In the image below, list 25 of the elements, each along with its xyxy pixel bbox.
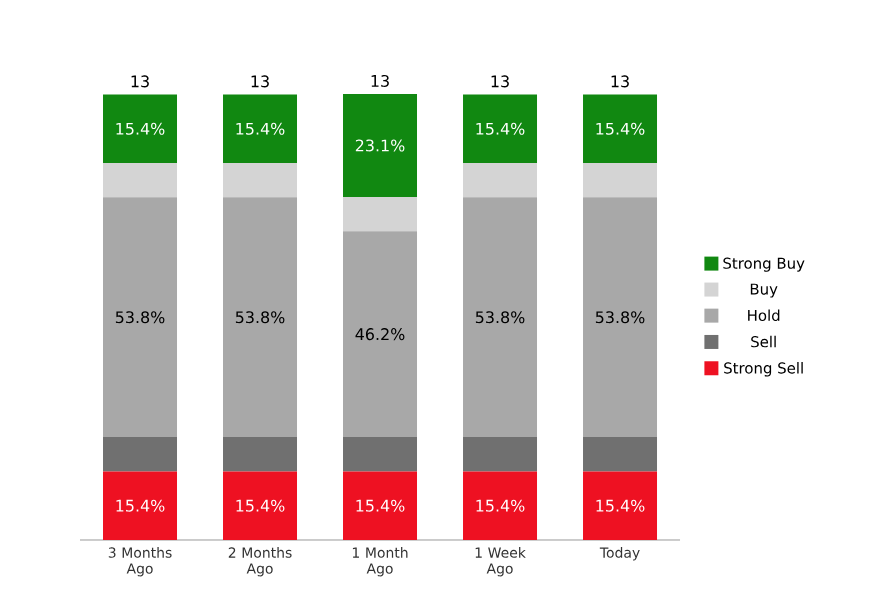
bar — [583, 94, 658, 164]
bar — [463, 197, 538, 438]
bar — [463, 471, 538, 540]
bar — [103, 94, 178, 164]
bar — [583, 197, 658, 438]
bar — [223, 197, 298, 438]
bar — [463, 94, 538, 164]
bar — [463, 163, 538, 198]
bar — [343, 93, 418, 197]
bar — [343, 196, 418, 232]
bar — [223, 94, 298, 164]
bar — [223, 471, 298, 540]
bar — [103, 163, 178, 198]
bar — [583, 471, 658, 540]
bar — [103, 437, 178, 472]
bar — [583, 163, 658, 198]
bar — [343, 231, 418, 438]
bar — [343, 471, 418, 540]
bar — [103, 471, 178, 540]
bar — [223, 437, 298, 472]
bar — [343, 437, 418, 472]
bar — [583, 437, 658, 472]
bar — [223, 163, 298, 198]
bar — [103, 197, 178, 438]
bar — [463, 437, 538, 472]
